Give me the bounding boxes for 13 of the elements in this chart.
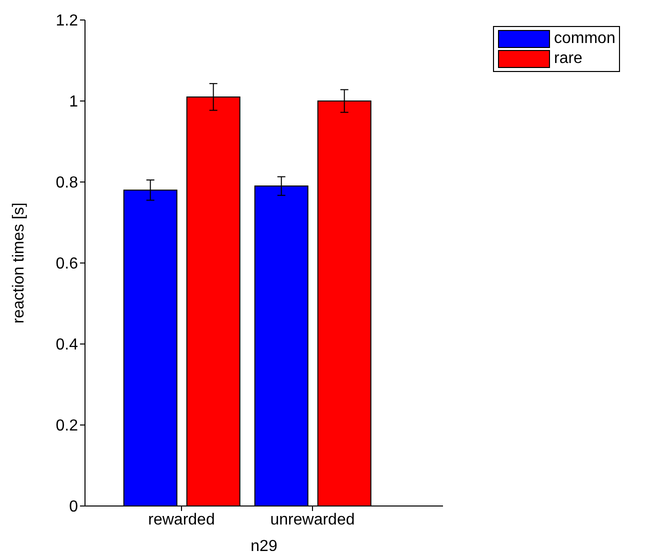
y-tick-label: 0.2: [56, 418, 78, 435]
y-tick-label: 0.4: [56, 336, 78, 354]
y-tick-label: 0.8: [56, 174, 78, 192]
x-tick-label: unrewarded: [270, 511, 355, 528]
x-axis-title: n29: [250, 538, 278, 555]
legend-label: common: [554, 30, 616, 48]
y-tick-label: 0: [69, 498, 78, 516]
y-axis-title: reaction times [s]: [10, 202, 28, 324]
legend-label: rare: [554, 50, 582, 68]
y-tick-label: 1.2: [56, 12, 78, 30]
y-tick-label: 0.6: [56, 256, 78, 273]
x-tick-label: rewarded: [148, 511, 215, 528]
y-tick-label: 1: [69, 94, 78, 111]
